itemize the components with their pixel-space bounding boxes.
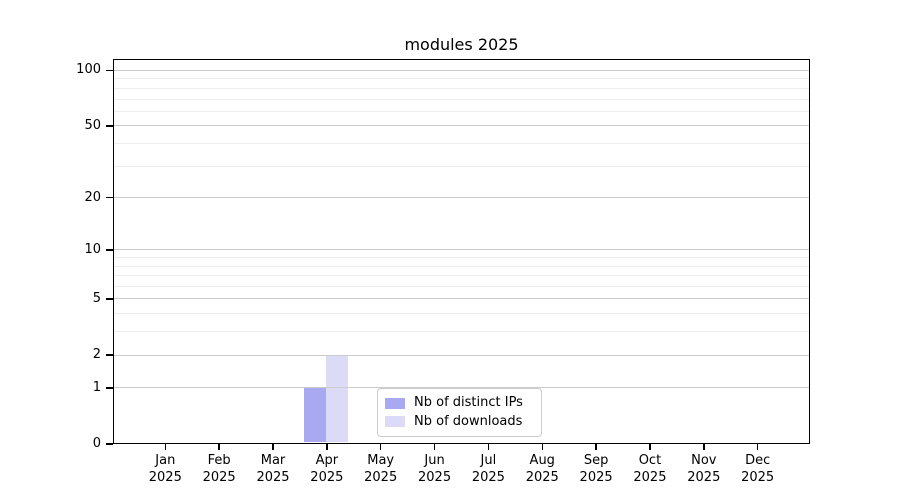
- x-tick-year: 2025: [471, 470, 505, 485]
- x-tick-label: Jan 2025: [133, 452, 197, 486]
- x-tick-mark: [164, 444, 167, 450]
- x-tick-year: 2025: [687, 470, 721, 485]
- bar-apr-0: [304, 387, 327, 442]
- x-tick-year: 2025: [633, 470, 667, 485]
- x-tick-year: 2025: [579, 470, 613, 485]
- gridline-minor: [114, 313, 809, 315]
- gridline-minor: [114, 265, 809, 267]
- legend-label-distinct-ips: Nb of distinct IPs: [414, 395, 523, 411]
- x-tick-month: Apr: [315, 453, 339, 468]
- x-tick-mark: [326, 444, 328, 450]
- x-tick-label: Feb 2025: [187, 452, 251, 486]
- y-tick-label: 20: [84, 189, 101, 205]
- x-tick-mark: [541, 444, 543, 450]
- x-tick-label: Nov 2025: [672, 452, 736, 486]
- x-tick-mark: [272, 444, 274, 450]
- y-tick-label: 100: [76, 62, 101, 78]
- x-tick-label: Sep 2025: [564, 452, 628, 486]
- y-tick-mark: [106, 196, 113, 199]
- gridline-minor: [114, 142, 809, 144]
- legend-item: Nb of downloads: [385, 413, 533, 431]
- y-tick-mark: [106, 298, 113, 300]
- y-tick-label: 1: [92, 379, 101, 395]
- bar-apr-1: [326, 354, 349, 442]
- x-tick-mark: [433, 444, 436, 450]
- x-tick-month: Oct: [638, 453, 662, 468]
- x-tick-mark: [218, 444, 220, 450]
- x-tick-year: 2025: [256, 470, 290, 485]
- legend-swatch-downloads: [385, 416, 405, 428]
- x-tick-label: Jul 2025: [456, 452, 520, 486]
- x-tick-mark: [649, 444, 651, 450]
- x-tick-month: May: [367, 453, 395, 468]
- gridline-minor: [114, 286, 809, 288]
- x-tick-month: Mar: [260, 453, 286, 468]
- x-tick-mark: [703, 444, 705, 450]
- legend: Nb of distinct IPs Nb of downloads: [377, 388, 542, 437]
- x-tick-month: Sep: [583, 453, 609, 468]
- x-tick-year: 2025: [310, 470, 344, 485]
- x-tick-year: 2025: [364, 470, 398, 485]
- gridline-minor: [114, 257, 809, 259]
- x-tick-label: Dec 2025: [726, 452, 790, 486]
- legend-label-downloads: Nb of downloads: [414, 413, 523, 429]
- gridline-major: [114, 387, 809, 389]
- y-tick-mark: [106, 69, 113, 72]
- y-tick-label: 50: [84, 117, 101, 133]
- x-tick-month: Nov: [691, 453, 717, 468]
- x-tick-month: Jun: [424, 453, 445, 468]
- x-tick-label: May 2025: [349, 452, 413, 486]
- x-tick-label: Oct 2025: [618, 452, 682, 486]
- gridline-minor: [114, 110, 809, 112]
- x-tick-label: Mar 2025: [241, 452, 305, 486]
- x-tick-year: 2025: [418, 470, 452, 485]
- gridline-major: [114, 125, 809, 127]
- x-tick-month: Jan: [155, 453, 176, 468]
- gridline-minor: [114, 275, 809, 277]
- gridline-minor: [114, 331, 809, 333]
- x-tick-mark: [487, 444, 490, 450]
- legend-swatch-distinct-ips: [385, 397, 405, 409]
- x-tick-month: Feb: [207, 453, 231, 468]
- y-tick-label: 10: [84, 241, 101, 257]
- x-tick-label: Apr 2025: [295, 452, 359, 486]
- gridline-major: [114, 298, 809, 300]
- chart-title: modules 2025: [404, 35, 519, 54]
- x-tick-year: 2025: [202, 470, 236, 485]
- y-tick-mark: [106, 125, 113, 127]
- x-tick-month: Jul: [480, 453, 497, 468]
- x-tick-mark: [379, 444, 382, 450]
- y-tick-mark: [106, 249, 113, 251]
- gridline-major: [114, 69, 809, 71]
- x-tick-month: Dec: [745, 453, 771, 468]
- x-tick-year: 2025: [741, 470, 775, 485]
- x-tick-mark: [756, 444, 759, 450]
- x-tick-mark: [595, 444, 597, 450]
- gridline-minor: [114, 87, 809, 89]
- y-tick-mark: [106, 354, 113, 356]
- y-tick-label: 2: [92, 347, 101, 363]
- y-tick-label: 0: [92, 436, 101, 451]
- x-tick-label: Aug 2025: [510, 452, 574, 486]
- y-tick-mark: [106, 387, 113, 389]
- gridline-major: [114, 249, 809, 251]
- gridline-major: [114, 354, 809, 356]
- plot-area: [113, 59, 810, 444]
- gridline-minor: [114, 98, 809, 100]
- gridline-minor: [114, 165, 809, 167]
- gridline-major: [114, 197, 809, 199]
- x-tick-year: 2025: [525, 470, 559, 485]
- x-tick-label: Jun 2025: [403, 452, 467, 486]
- x-tick-month: Aug: [529, 453, 555, 468]
- y-tick-mark: [106, 443, 113, 445]
- x-tick-year: 2025: [148, 470, 182, 485]
- gridline-minor: [114, 78, 809, 80]
- y-tick-label: 5: [92, 290, 101, 306]
- legend-item: Nb of distinct IPs: [385, 394, 533, 412]
